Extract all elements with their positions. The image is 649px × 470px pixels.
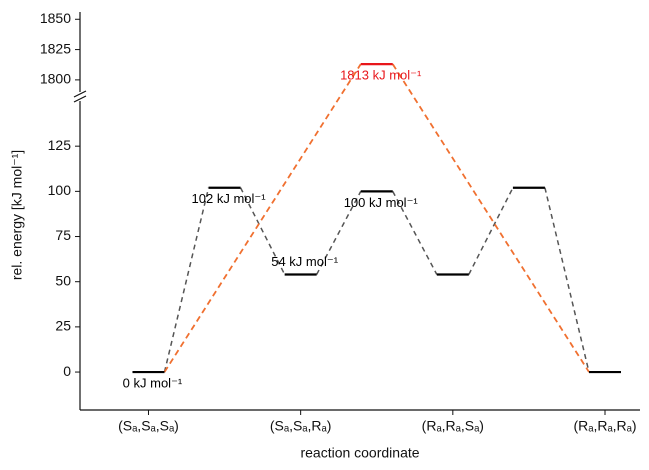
y-tick-label: 75 bbox=[55, 227, 71, 243]
connector bbox=[164, 64, 360, 372]
y-tick-label: 1850 bbox=[40, 10, 71, 26]
y-tick-label: 100 bbox=[48, 182, 72, 198]
y-tick-label: 1800 bbox=[40, 71, 71, 87]
y-tick-label: 0 bbox=[63, 363, 71, 379]
value-label: 100 kJ mol⁻¹ bbox=[344, 195, 419, 210]
value-label: 0 kJ mol⁻¹ bbox=[123, 375, 183, 390]
value-label: 102 kJ mol⁻¹ bbox=[192, 191, 267, 206]
y-tick-label: 125 bbox=[48, 137, 72, 153]
connector bbox=[469, 188, 513, 275]
x-tick-label: (Rₐ,Rₐ,Sₐ) bbox=[422, 418, 484, 434]
connector bbox=[164, 188, 208, 372]
y-tick-label: 50 bbox=[55, 272, 71, 288]
x-tick-label: (Rₐ,Rₐ,Rₐ) bbox=[573, 418, 636, 434]
y-tick-label: 25 bbox=[55, 318, 71, 334]
chart: reaction coordinate rel. energy [kJ mol⁻… bbox=[0, 0, 649, 465]
connector bbox=[393, 64, 589, 372]
x-axis-title: reaction coordinate bbox=[300, 445, 419, 461]
x-tick-label: (Sₐ,Sₐ,Sₐ) bbox=[118, 418, 179, 434]
connector bbox=[545, 188, 589, 372]
value-label: 54 kJ mol⁻¹ bbox=[271, 254, 338, 269]
y-tick-label: 1825 bbox=[40, 40, 71, 56]
y-axis-title: rel. energy [kJ mol⁻¹] bbox=[9, 150, 25, 280]
x-tick-label: (Sₐ,Sₐ,Rₐ) bbox=[270, 418, 332, 434]
value-label: 1813 kJ mol⁻¹ bbox=[340, 68, 422, 83]
